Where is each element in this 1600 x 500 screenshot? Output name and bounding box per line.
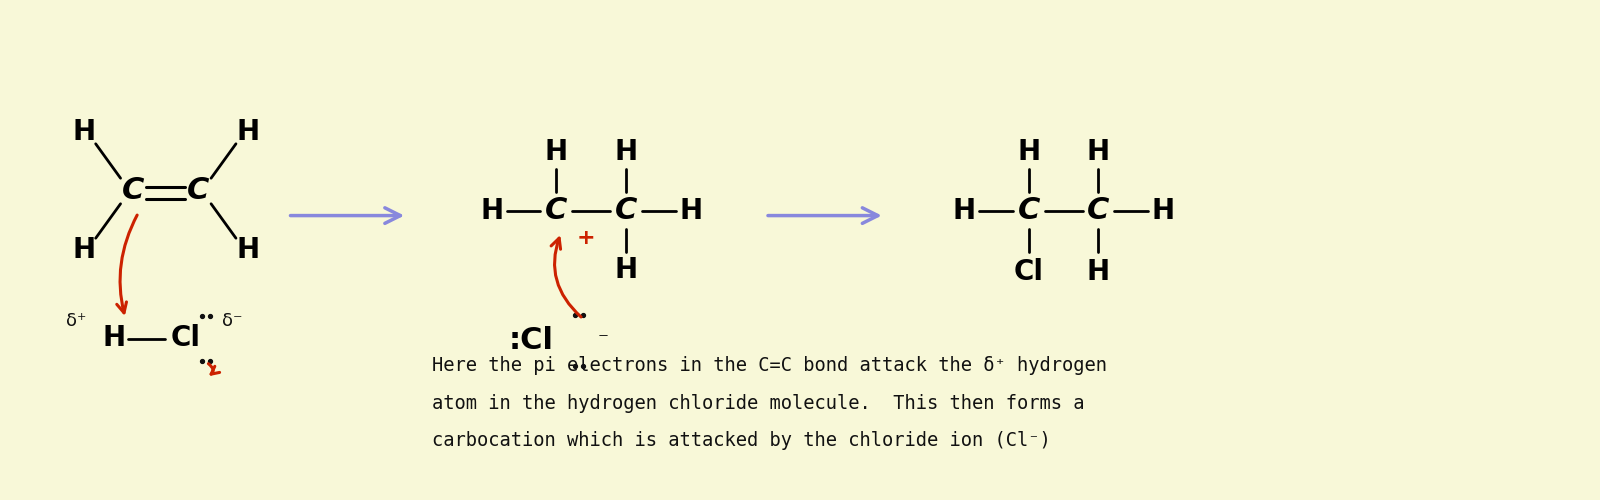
Text: H: H xyxy=(678,196,702,224)
Text: C: C xyxy=(1088,196,1110,225)
Text: H: H xyxy=(544,138,568,166)
Text: H: H xyxy=(237,236,259,264)
Text: atom in the hydrogen chloride molecule.  This then forms a: atom in the hydrogen chloride molecule. … xyxy=(432,394,1085,412)
Text: C: C xyxy=(546,196,568,225)
Text: C: C xyxy=(614,196,637,225)
Text: :Cl: :Cl xyxy=(509,326,554,355)
Text: Cl: Cl xyxy=(170,324,200,352)
Text: Here the pi electrons in the C=C bond attack the δ⁺ hydrogen: Here the pi electrons in the C=C bond at… xyxy=(432,356,1107,375)
Text: +: + xyxy=(578,228,595,248)
Text: H: H xyxy=(1152,196,1174,224)
Text: H: H xyxy=(952,196,976,224)
Text: H: H xyxy=(102,324,125,352)
Text: H: H xyxy=(72,118,96,146)
Text: H: H xyxy=(614,138,637,166)
Text: H: H xyxy=(480,196,502,224)
Text: H: H xyxy=(1086,258,1110,285)
Text: C: C xyxy=(122,176,144,206)
Text: ⁻: ⁻ xyxy=(597,330,608,350)
Text: δ⁻: δ⁻ xyxy=(222,312,242,330)
Text: Cl: Cl xyxy=(1014,258,1043,285)
Text: H: H xyxy=(1018,138,1040,166)
Text: C: C xyxy=(1018,196,1040,225)
Text: H: H xyxy=(614,256,637,283)
Text: δ⁺: δ⁺ xyxy=(66,312,86,330)
Text: H: H xyxy=(1086,138,1110,166)
Text: carbocation which is attacked by the chloride ion (Cl⁻): carbocation which is attacked by the chl… xyxy=(432,431,1051,450)
Text: H: H xyxy=(237,118,259,146)
Text: C: C xyxy=(187,176,210,206)
Text: H: H xyxy=(72,236,96,264)
